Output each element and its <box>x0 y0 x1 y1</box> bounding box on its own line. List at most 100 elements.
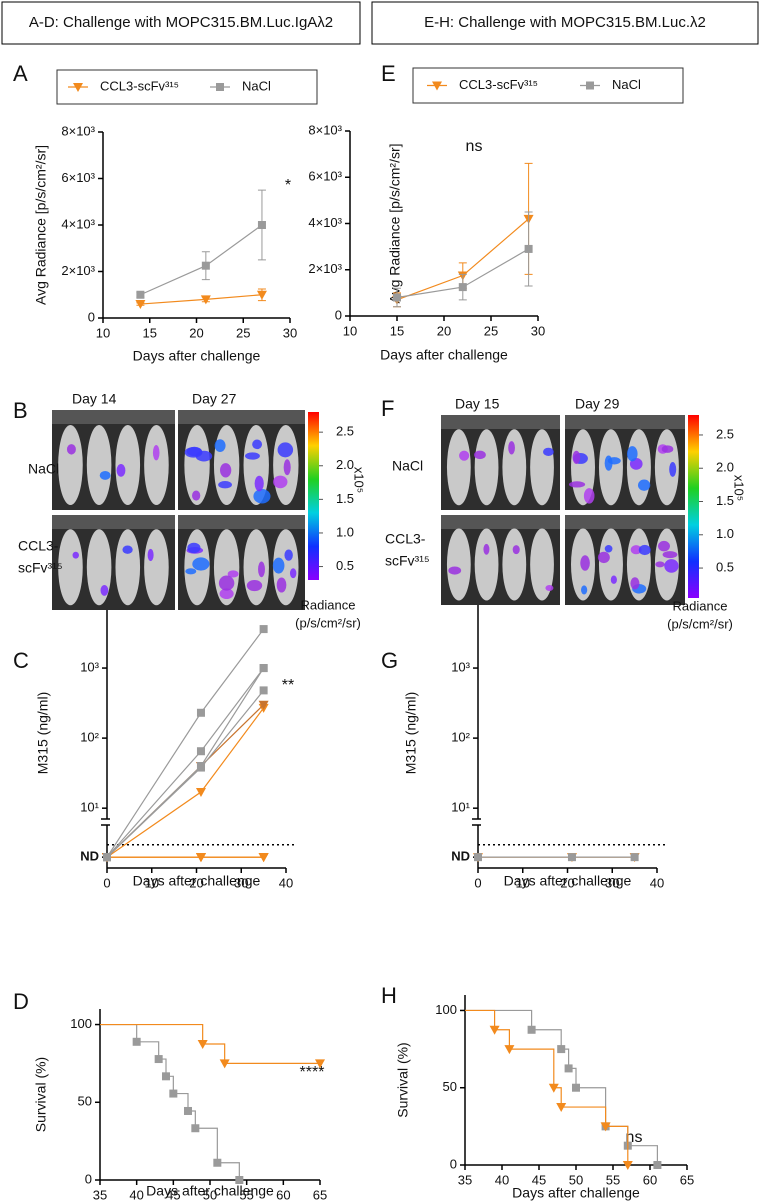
colorbar-tick-label: 1.5 <box>336 491 354 506</box>
data-point <box>219 1059 230 1069</box>
photo-bg <box>52 515 175 529</box>
x-tick-label: 30 <box>531 323 545 338</box>
x-tick-label: 50 <box>569 1172 583 1187</box>
x-tick-label: 10 <box>516 875 530 890</box>
day-label: Day 14 <box>72 391 117 407</box>
signal <box>583 488 595 504</box>
group-label: CCL3- <box>18 538 59 554</box>
x-tick-label: 15 <box>390 323 404 338</box>
mouse <box>144 529 169 606</box>
signal <box>72 551 79 559</box>
mouse <box>144 425 169 505</box>
y-tick-label: 10³ <box>80 659 99 674</box>
y-tick-label: 10¹ <box>80 800 99 815</box>
x-tick-label: 60 <box>276 1187 290 1202</box>
signal <box>192 490 201 501</box>
x-tick-label: 40 <box>129 1187 143 1202</box>
data-point <box>191 1124 200 1133</box>
y-tick-label: 10³ <box>451 659 470 674</box>
colorbar-tick-label: 1.0 <box>716 526 734 541</box>
signal <box>661 445 674 453</box>
x-tick-label: 50 <box>203 1187 217 1202</box>
data-point <box>169 1089 178 1098</box>
data-point <box>196 708 205 717</box>
y-tick-label: 50 <box>78 1094 92 1109</box>
data-point <box>315 1059 325 1069</box>
group-label: CCL3- <box>385 531 426 547</box>
colorbar <box>308 412 319 580</box>
header-box <box>371 1 759 45</box>
y-tick-label: 0 <box>88 309 95 324</box>
legend-label: NaCl <box>612 77 641 92</box>
significance: * <box>285 177 291 194</box>
signal <box>254 475 264 492</box>
panel-letter: H <box>381 983 397 1008</box>
signal <box>638 544 651 556</box>
data-point <box>201 261 210 270</box>
colorbar-title: (p/s/cm²/sr) <box>667 616 733 631</box>
mouse <box>474 429 499 506</box>
signal <box>597 551 610 564</box>
signal <box>218 481 232 489</box>
signal <box>227 570 239 578</box>
signal <box>604 545 613 553</box>
survival-curve <box>100 1023 240 1180</box>
mouse <box>530 528 554 601</box>
signal <box>218 575 235 591</box>
legend-marker <box>586 81 594 90</box>
data-point <box>257 221 266 229</box>
panel-letter: E <box>381 61 396 86</box>
mouse <box>58 425 83 505</box>
signal <box>116 464 126 477</box>
y-axis-title: M315 (ng/ml) <box>35 692 51 774</box>
y-tick-label: 2×10³ <box>61 263 95 278</box>
signal <box>252 439 263 450</box>
signal <box>508 441 515 455</box>
data-point <box>196 747 205 756</box>
data-point <box>162 1072 170 1081</box>
signal <box>187 542 201 554</box>
series-line <box>106 628 265 858</box>
x-tick-label: 35 <box>93 1187 107 1202</box>
y-axis-title: M315 (ng/ml) <box>403 692 419 774</box>
y-tick-label: 50 <box>443 1079 457 1094</box>
data-point <box>195 788 206 798</box>
data-point <box>557 1045 566 1054</box>
legend-label: CCL3-scFv³¹⁵ <box>100 78 179 93</box>
axis-break <box>101 819 113 825</box>
signal <box>276 577 287 593</box>
colorbar-tick-label: 1.5 <box>716 493 734 508</box>
signal <box>664 559 679 573</box>
mouse <box>446 429 471 506</box>
mouse <box>598 528 623 601</box>
data-point <box>213 1158 222 1167</box>
y-axis-title: Survival (%) <box>395 1042 411 1117</box>
y-tick-label: 0 <box>335 307 342 322</box>
group-label: NaCl <box>28 461 59 477</box>
y-tick-label: 4×10³ <box>308 215 342 230</box>
data-point <box>184 1106 192 1115</box>
signal <box>630 545 642 555</box>
group-label: scFv³¹⁵ <box>18 560 63 576</box>
signal <box>658 540 670 552</box>
signal <box>253 488 271 504</box>
legend-marker <box>216 83 224 91</box>
significance: ** <box>282 677 294 694</box>
colorbar-title: (p/s/cm²/sr) <box>295 615 361 630</box>
x-tick-label: 40 <box>495 1172 509 1187</box>
series-line <box>106 667 265 858</box>
data-point <box>154 1055 163 1064</box>
x-axis-title: Days after challenge <box>380 347 508 363</box>
data-point <box>527 1025 536 1034</box>
x-tick-label: 65 <box>313 1187 327 1202</box>
colorbar-unit: x10⁵ <box>732 475 747 501</box>
colorbar-tick-label: 1.0 <box>336 524 354 539</box>
signal <box>459 450 470 461</box>
signal <box>277 442 294 458</box>
mouse <box>115 425 141 505</box>
x-axis-title: Days after challenge <box>133 348 261 364</box>
legend-marker <box>73 83 83 92</box>
panel-letter: F <box>381 396 394 421</box>
signal <box>185 568 197 575</box>
signal <box>483 543 490 555</box>
